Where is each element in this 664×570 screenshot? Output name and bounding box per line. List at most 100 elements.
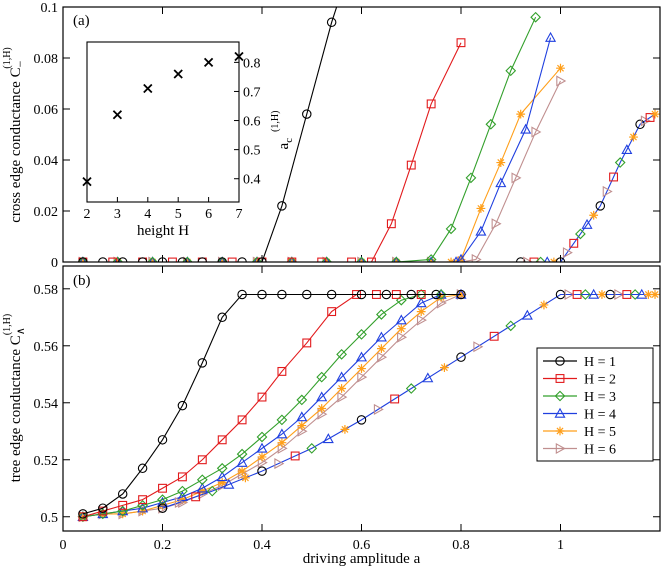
panel-b-point-h5-18 xyxy=(436,292,446,302)
panel-b-point-h5-12 xyxy=(317,404,327,413)
panel-b-overlap-point-0-1 xyxy=(174,496,185,509)
legend-marker-h2 xyxy=(555,374,565,383)
panel-b-ylabel-sup: (1,H) xyxy=(2,314,13,335)
panel-b-point-h5-5 xyxy=(178,495,187,505)
panel-a-point-h3-6 xyxy=(286,256,298,262)
panel-a-overlap-point-6-1 xyxy=(640,115,651,127)
panel-a-point-h3-7 xyxy=(321,256,333,262)
panel-b-point-h4-12 xyxy=(316,391,328,402)
inset-point-5 xyxy=(234,51,244,62)
panel-b-overlap-point-3-1 xyxy=(322,433,334,444)
inset-ytick-label-4: 0.8 xyxy=(243,56,261,71)
panel-b-series-6 xyxy=(78,288,467,523)
panel-b-point-h2-2 xyxy=(118,500,128,510)
panel-b-ytick-label-1: 0.52 xyxy=(34,454,59,469)
panel-a-point-h4-14 xyxy=(495,177,507,188)
panel-b-overlap-point-5-2 xyxy=(440,363,449,373)
panel-b-series-2 xyxy=(78,290,426,522)
panel-a-overlap-point-2-1 xyxy=(562,247,573,259)
panel-a-point-h2-8 xyxy=(317,257,327,262)
panel-b-point-h4-5 xyxy=(176,491,188,502)
panel-b-point-h3-5 xyxy=(177,485,188,497)
panel-b-overlap-point-5-0 xyxy=(405,383,417,394)
panel-b-point-h3-13 xyxy=(336,348,347,360)
panel-a-overlap-point-1-0 xyxy=(535,256,546,262)
panel-b-point-h3-10 xyxy=(276,414,288,426)
legend-marker-h3 xyxy=(554,390,566,402)
panel-b-point-h1-2 xyxy=(117,489,128,499)
panel-b-series-4 xyxy=(77,288,467,521)
panel-b-overlap-point-end xyxy=(650,290,660,299)
panel-a-overlap-point-4-1 xyxy=(602,185,613,197)
inset-point-1 xyxy=(112,110,123,120)
panel-a-point-h5-15 xyxy=(516,109,526,119)
legend-box xyxy=(536,347,654,462)
panel-a-point-h3-10 xyxy=(425,254,437,262)
panel-a-overlap-point-3-2 xyxy=(589,210,599,220)
panel-a-overlap-point-0-1 xyxy=(523,256,534,262)
panel-b-overlap-point-4-2 xyxy=(390,394,400,404)
panel-a-point-h3-15 xyxy=(530,11,542,23)
panel-b-point-h4-17 xyxy=(415,297,427,308)
panel-a-point-h3-3 xyxy=(181,256,193,262)
panel-a-point-h5-14 xyxy=(496,158,506,167)
legend-label-h5: H = 5 xyxy=(584,425,616,440)
panel-b-xlabel: driving amplitude a xyxy=(303,551,421,567)
panel-b-point-h3-7 xyxy=(216,462,228,474)
panel-b-overlap-point-1-1 xyxy=(223,478,235,489)
inset-point-3 xyxy=(173,69,183,79)
panel-b-point-h1-5 xyxy=(177,400,188,411)
panel-b-series-line-h6 xyxy=(82,293,462,518)
panel-a-overlap-line xyxy=(520,113,656,262)
panel-b-overlap-point-2-1 xyxy=(274,458,285,470)
panel-b-point-h3-8 xyxy=(236,448,248,460)
panel-b-overlap-point-4-0 xyxy=(356,415,367,425)
panel-b-overlap-point-0-2 xyxy=(191,492,201,502)
panel-a-point-h4-13 xyxy=(475,225,487,236)
panel-b-overlap-point-2-0 xyxy=(257,466,267,476)
panel-a-point-h3-2 xyxy=(147,256,158,262)
legend-label-h2: H = 2 xyxy=(584,373,616,388)
panel-a-ytick-label-0: 0 xyxy=(51,256,58,271)
panel-b-point-h1-7 xyxy=(217,312,227,323)
panel-b-point-h5-7 xyxy=(217,478,227,487)
panel-b-overlap-point-6-0 xyxy=(456,352,466,362)
panel-a-overlap-point-2-2 xyxy=(569,238,579,248)
panel-b-overlap-point-11-0 xyxy=(629,289,641,300)
panel-b-point-h5-13 xyxy=(337,384,346,393)
panel-b-overlap-series xyxy=(157,288,660,513)
panel-a-point-h3-13 xyxy=(485,118,497,130)
legend: H = 1 H = 2 H = 3 H = 4 H = 5 H = 6 xyxy=(536,347,654,462)
panel-a-overlap-point-6-2 xyxy=(645,113,655,122)
panel-b-point-h1-4 xyxy=(157,435,168,445)
panel-b-point-h2-10 xyxy=(277,366,287,376)
panel-b-point-h4-16 xyxy=(395,314,407,325)
panel-b-point-h1-14 xyxy=(381,289,392,300)
legend-label-h3: H = 3 xyxy=(584,390,616,405)
panel-b-series-line-h4 xyxy=(82,293,461,518)
panel-b-point-h1-15 xyxy=(406,289,416,300)
panel-b-ytick-label-4: 0.58 xyxy=(34,283,59,298)
panel-a-point-h6-15 xyxy=(531,126,542,138)
panel-b-ylabel-main: tree edge conductance C xyxy=(8,335,24,482)
panel-b-frame xyxy=(62,265,661,532)
panel-b-point-h5-11 xyxy=(297,421,307,430)
panel-a-ytick-label-5: 0.1 xyxy=(41,1,59,16)
panel-b-overlap-point-7-0 xyxy=(505,320,517,332)
panel-b-overlap-point-7-1 xyxy=(521,309,533,320)
panel-a-overlap-point-end xyxy=(650,109,660,119)
panel-a-series-line-h1 xyxy=(82,7,338,262)
panel-a-point-h2-1 xyxy=(108,257,118,262)
panel-b-overlap-point-9-0 xyxy=(579,289,591,300)
panel-b-point-h3-0 xyxy=(77,511,89,523)
panel-b-series-line-h2 xyxy=(82,293,422,518)
panel-a-point-h3-12 xyxy=(465,172,477,184)
panel-b-point-h4-8 xyxy=(236,456,248,467)
panel-b-point-h5-16 xyxy=(396,324,406,334)
panel-a-point-h3-5 xyxy=(251,256,263,262)
panel-a-series-line-h2 xyxy=(82,42,462,262)
panel-b-overlap-point-4-1 xyxy=(373,403,384,415)
panel-b-point-h3-14 xyxy=(356,329,367,340)
panel-b-point-h1-9 xyxy=(257,289,267,300)
panel-b-point-h2-12 xyxy=(327,307,337,317)
